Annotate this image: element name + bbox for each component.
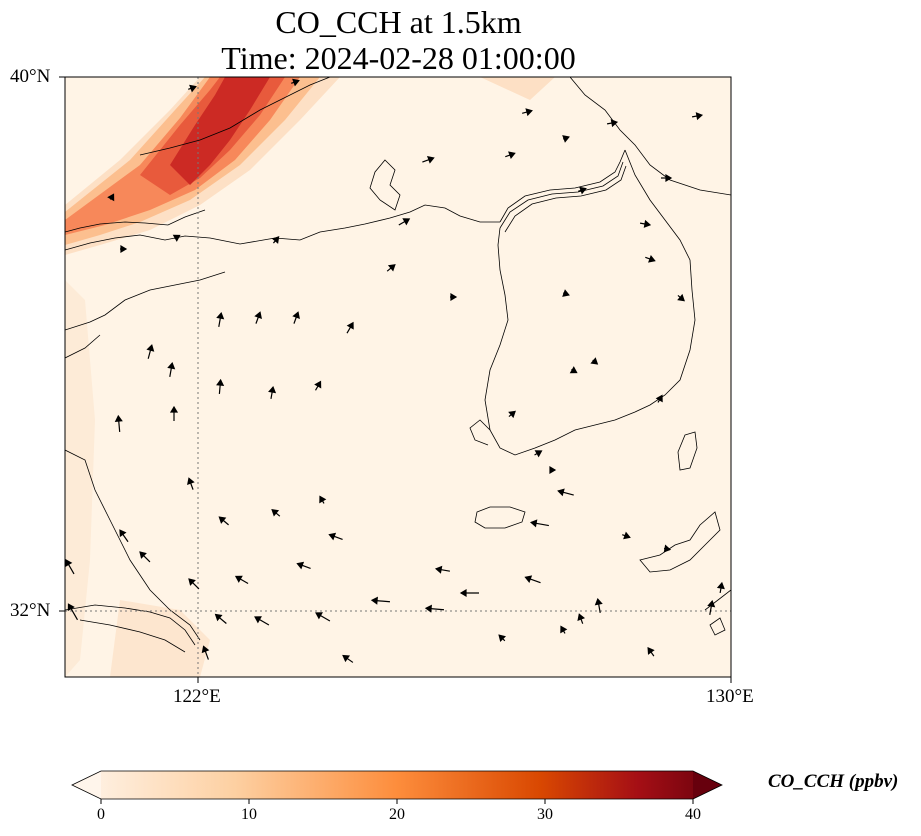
concentration-field <box>65 77 555 677</box>
axis-ticks <box>59 76 732 683</box>
colorbar-extend-low <box>72 771 101 799</box>
colorbar-fill <box>72 771 722 799</box>
lat-tick-32n: 32°N <box>10 600 51 621</box>
colorbar-label: CO_CCH (ppbv) <box>768 771 899 792</box>
colorbar-extend-high <box>693 771 722 799</box>
coastlines <box>65 77 731 653</box>
gridlines <box>65 77 731 677</box>
colorbar-tick-10: 10 <box>241 806 257 823</box>
colorbar-tick-40: 40 <box>685 806 701 823</box>
colorbar-tick-20: 20 <box>389 806 405 823</box>
wind-vectors <box>65 78 725 663</box>
lat-tick-40n: 40°N <box>10 66 51 87</box>
map-frame <box>64 76 732 678</box>
map-title-line2: Time: 2024-02-28 01:00:00 <box>221 40 576 76</box>
map-title-line1: CO_CCH at 1.5km <box>275 4 522 40</box>
lon-tick-130e: 130°E <box>706 686 754 707</box>
colorbar-tick-30: 30 <box>537 806 553 823</box>
colorbar-ticks <box>100 799 694 804</box>
lon-tick-122e: 122°E <box>173 686 221 707</box>
colorbar-tick-0: 0 <box>97 806 105 823</box>
